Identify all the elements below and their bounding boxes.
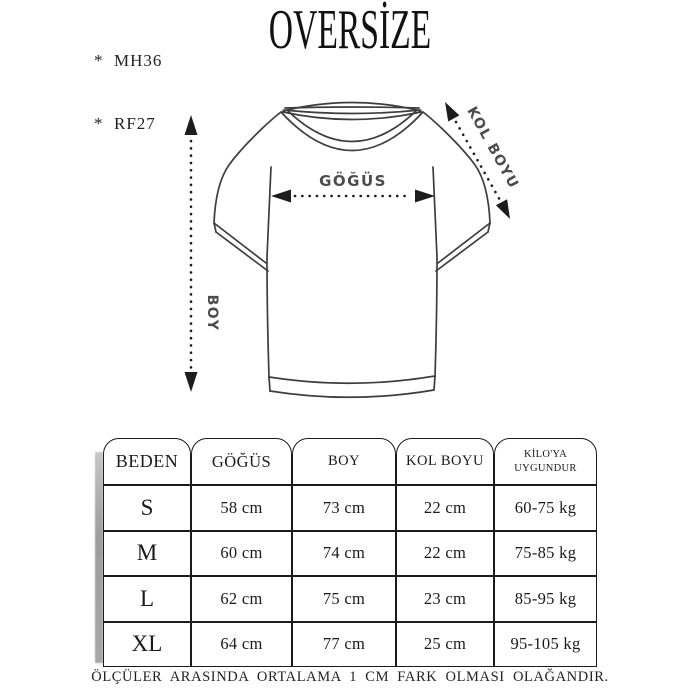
chest-arrow [271, 189, 435, 203]
cell-length: 75 cm [292, 576, 396, 622]
size-table-header-row: BEDEN GÖĞÜS BOY KOL BOYU KİLO'YA UYGUNDU… [103, 438, 597, 485]
cell-sleeve: 23 cm [396, 576, 494, 622]
length-arrow [184, 115, 198, 392]
header-cell-boy: BOY [292, 438, 396, 485]
cell-length: 74 cm [292, 530, 396, 576]
product-code-line: * MH36 [94, 51, 163, 70]
cell-chest: 64 cm [191, 621, 292, 667]
cell-chest: 58 cm [191, 485, 292, 531]
cell-chest: 60 cm [191, 530, 292, 576]
cell-sleeve: 25 cm [396, 621, 494, 667]
sleeve-label: KOL BOYU [463, 104, 521, 192]
table-shadow [95, 452, 103, 663]
product-codes: * MH36 * RF27 [94, 8, 162, 155]
size-table: BEDEN GÖĞÜS BOY KOL BOYU KİLO'YA UYGUNDU… [103, 438, 597, 667]
length-label: BOY [204, 295, 220, 332]
cell-sleeve: 22 cm [396, 530, 494, 576]
table-row-l: L 62 cm 75 cm 23 cm 85-95 kg [103, 576, 597, 622]
cell-length: 73 cm [292, 485, 396, 531]
cell-chest: 62 cm [191, 576, 292, 622]
footer-note: ÖLÇÜLER ARASINDA ORTALAMA 1 CM FARK OLMA… [91, 669, 609, 685]
tshirt-measurement-diagram: BOY GÖĞÜS KOL BOYU [184, 101, 522, 399]
cell-sleeve: 22 cm [396, 485, 494, 531]
cell-size: XL [103, 621, 191, 667]
cell-weight: 75-85 kg [494, 530, 597, 576]
cell-weight: 85-95 kg [494, 576, 597, 622]
header-cell-kol-boyu: KOL BOYU [396, 438, 494, 485]
tshirt-outline-icon [213, 101, 491, 399]
header-cell-beden: BEDEN [103, 438, 191, 485]
header-cell-gogus: GÖĞÜS [191, 438, 292, 485]
table-row-m: M 60 cm 74 cm 22 cm 75-85 kg [103, 530, 597, 576]
product-code-line: * RF27 [94, 114, 156, 133]
sleeve-arrow [445, 102, 510, 219]
cell-length: 77 cm [292, 621, 396, 667]
table-row-s: S 58 cm 73 cm 22 cm 60-75 kg [103, 485, 597, 531]
cell-size: M [103, 530, 191, 576]
cell-size: S [103, 485, 191, 531]
page-title: OVERSİZE [268, 0, 432, 61]
cell-size: L [103, 576, 191, 622]
cell-weight: 95-105 kg [494, 621, 597, 667]
chest-label: GÖĞÜS [319, 171, 387, 190]
header-cell-kilo: KİLO'YA UYGUNDUR [494, 438, 597, 485]
table-row-xl: XL 64 cm 77 cm 25 cm 95-105 kg [103, 621, 597, 667]
cell-weight: 60-75 kg [494, 485, 597, 531]
